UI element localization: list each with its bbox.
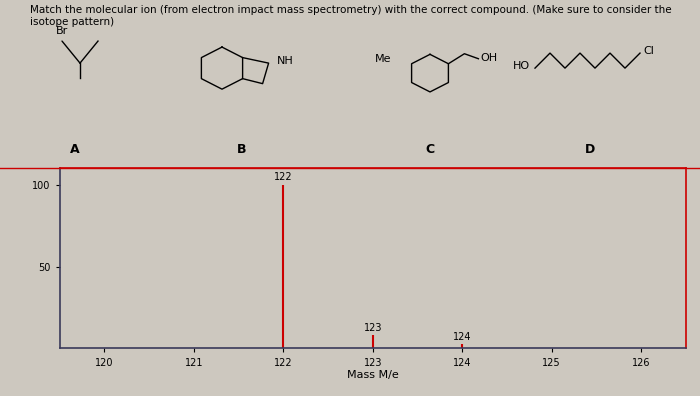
Text: 122: 122 xyxy=(274,172,293,182)
Text: Match the molecular ion (from electron impact mass spectrometry) with the correc: Match the molecular ion (from electron i… xyxy=(30,5,671,15)
Text: B: B xyxy=(237,143,246,156)
Text: Cl: Cl xyxy=(643,46,654,56)
Text: A: A xyxy=(70,143,80,156)
Text: NH: NH xyxy=(276,56,293,66)
Text: C: C xyxy=(426,143,435,156)
Text: isotope pattern): isotope pattern) xyxy=(30,17,114,27)
Text: HO: HO xyxy=(513,61,530,71)
Text: 123: 123 xyxy=(363,323,382,333)
Text: Br: Br xyxy=(56,26,68,36)
Text: OH: OH xyxy=(480,53,498,63)
X-axis label: Mass M/e: Mass M/e xyxy=(347,370,398,380)
Text: 124: 124 xyxy=(453,332,472,342)
Text: Me: Me xyxy=(375,54,391,64)
Text: D: D xyxy=(585,143,595,156)
